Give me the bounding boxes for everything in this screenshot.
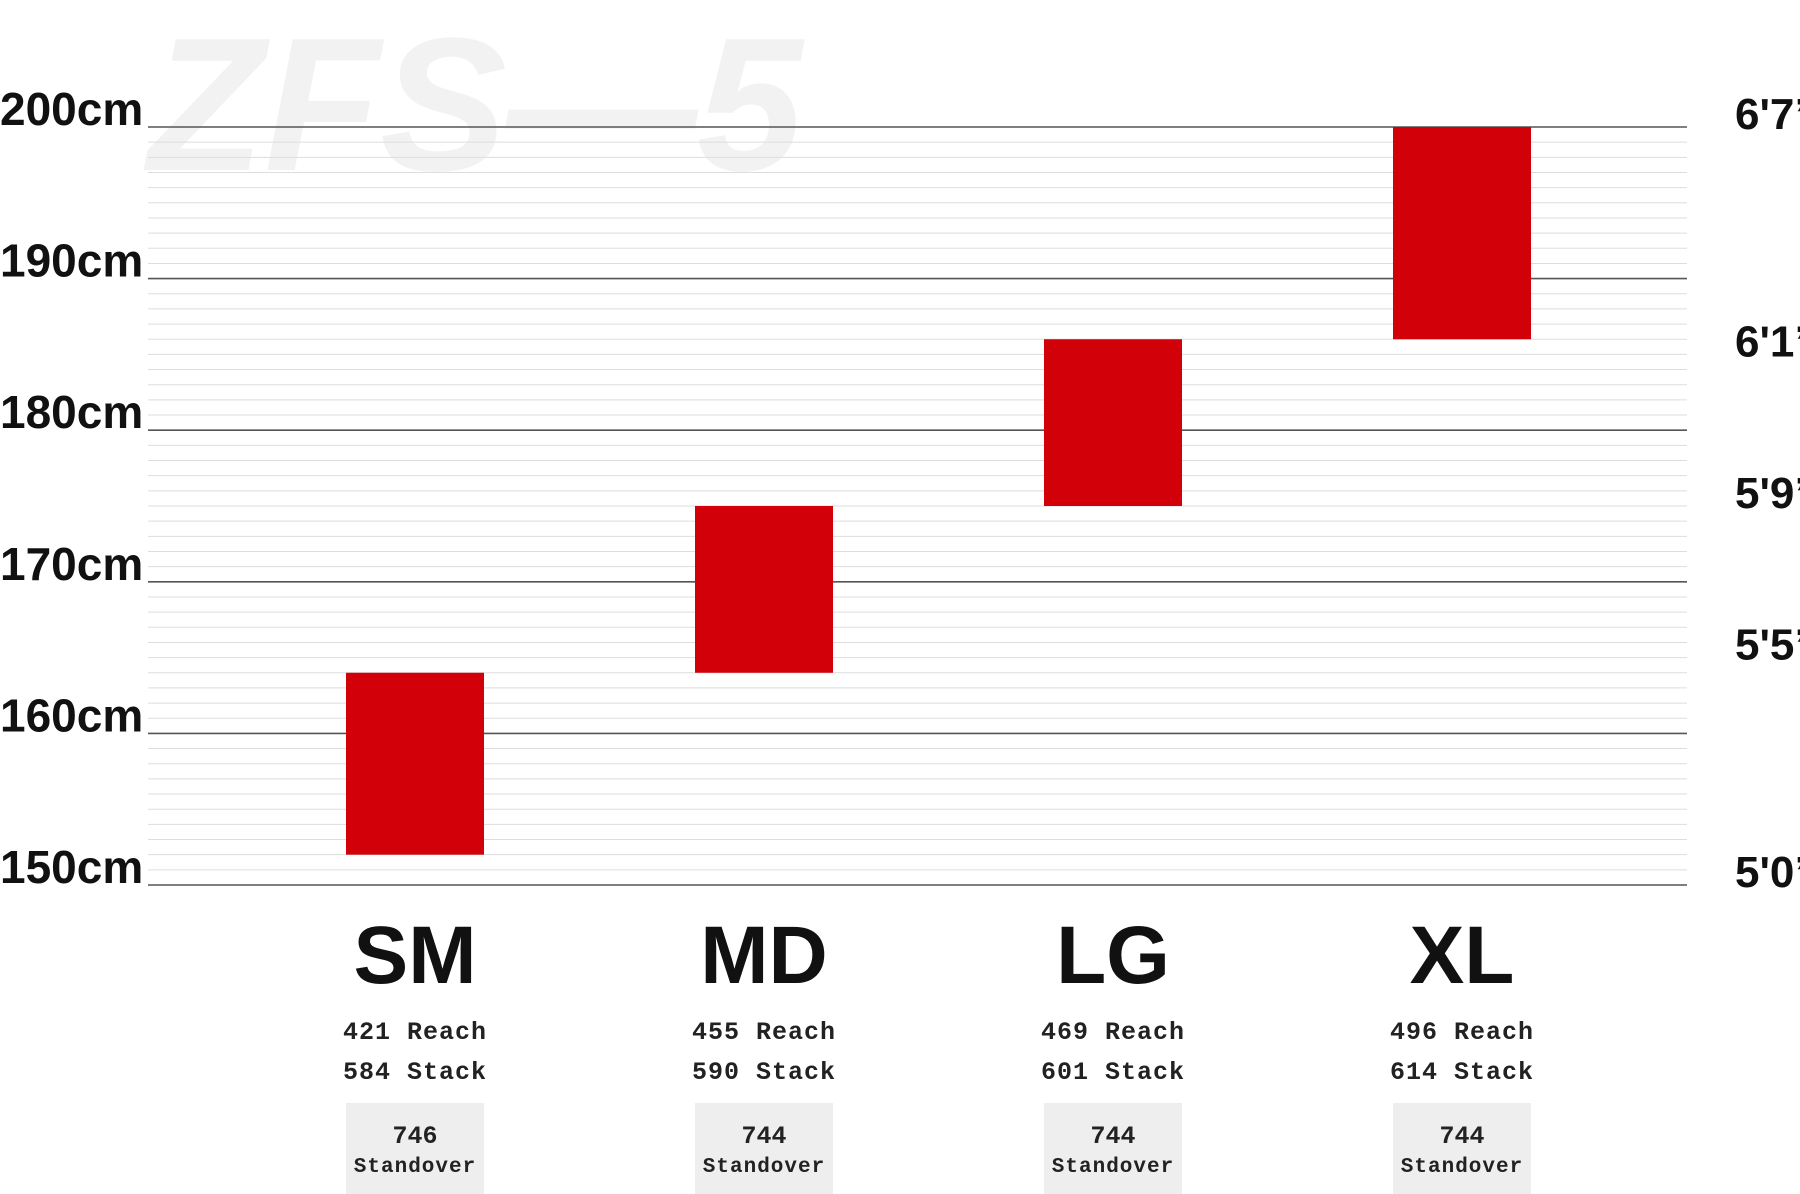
height-range-bar-md: [695, 506, 833, 673]
y-tick-label-right: 5'0”: [1735, 848, 1800, 897]
reach-value: 496 Reach: [1390, 1018, 1534, 1047]
standover-value: 744: [1090, 1122, 1135, 1151]
size-label-sm: SM: [354, 910, 477, 1001]
y-tick-label-right: 6'1”: [1735, 317, 1800, 366]
y-tick-label-left: 160cm: [0, 689, 143, 741]
stack-value: 614 Stack: [1390, 1058, 1534, 1087]
standover-label: Standover: [1401, 1156, 1523, 1179]
y-tick-label-right: 5'9”: [1735, 469, 1800, 518]
height-range-bar-sm: [346, 672, 484, 855]
size-label-md: MD: [700, 910, 828, 1001]
height-range-bar-xl: [1393, 127, 1531, 340]
standover-value: 744: [741, 1122, 786, 1151]
watermark: ZFS—5: [143, 0, 805, 211]
stack-value: 584 Stack: [343, 1058, 487, 1087]
y-tick-label-right: 5'5”: [1735, 621, 1800, 670]
reach-value: 469 Reach: [1041, 1018, 1185, 1047]
size-label-xl: XL: [1410, 910, 1515, 1001]
standover-label: Standover: [703, 1156, 825, 1179]
stack-value: 601 Stack: [1041, 1058, 1185, 1087]
reach-value: 421 Reach: [343, 1018, 487, 1047]
y-tick-label-left: 200cm: [0, 83, 143, 135]
standover-box: [695, 1103, 833, 1194]
y-tick-label-left: 190cm: [0, 235, 143, 287]
standover-box: [1393, 1103, 1531, 1194]
standover-value: 746: [392, 1122, 437, 1151]
y-tick-label-left: 180cm: [0, 386, 143, 438]
stack-value: 590 Stack: [692, 1058, 836, 1087]
standover-label: Standover: [354, 1156, 476, 1179]
size-label-lg: LG: [1056, 910, 1170, 1001]
standover-box: [1044, 1103, 1182, 1194]
standover-value: 744: [1439, 1122, 1484, 1151]
standover-label: Standover: [1052, 1156, 1174, 1179]
height-range-bar-lg: [1044, 339, 1182, 506]
reach-value: 455 Reach: [692, 1018, 836, 1047]
standover-box: [346, 1103, 484, 1194]
y-tick-label-left: 150cm: [0, 841, 143, 893]
y-tick-label-left: 170cm: [0, 538, 143, 590]
y-tick-label-right: 6'7”: [1735, 90, 1800, 139]
